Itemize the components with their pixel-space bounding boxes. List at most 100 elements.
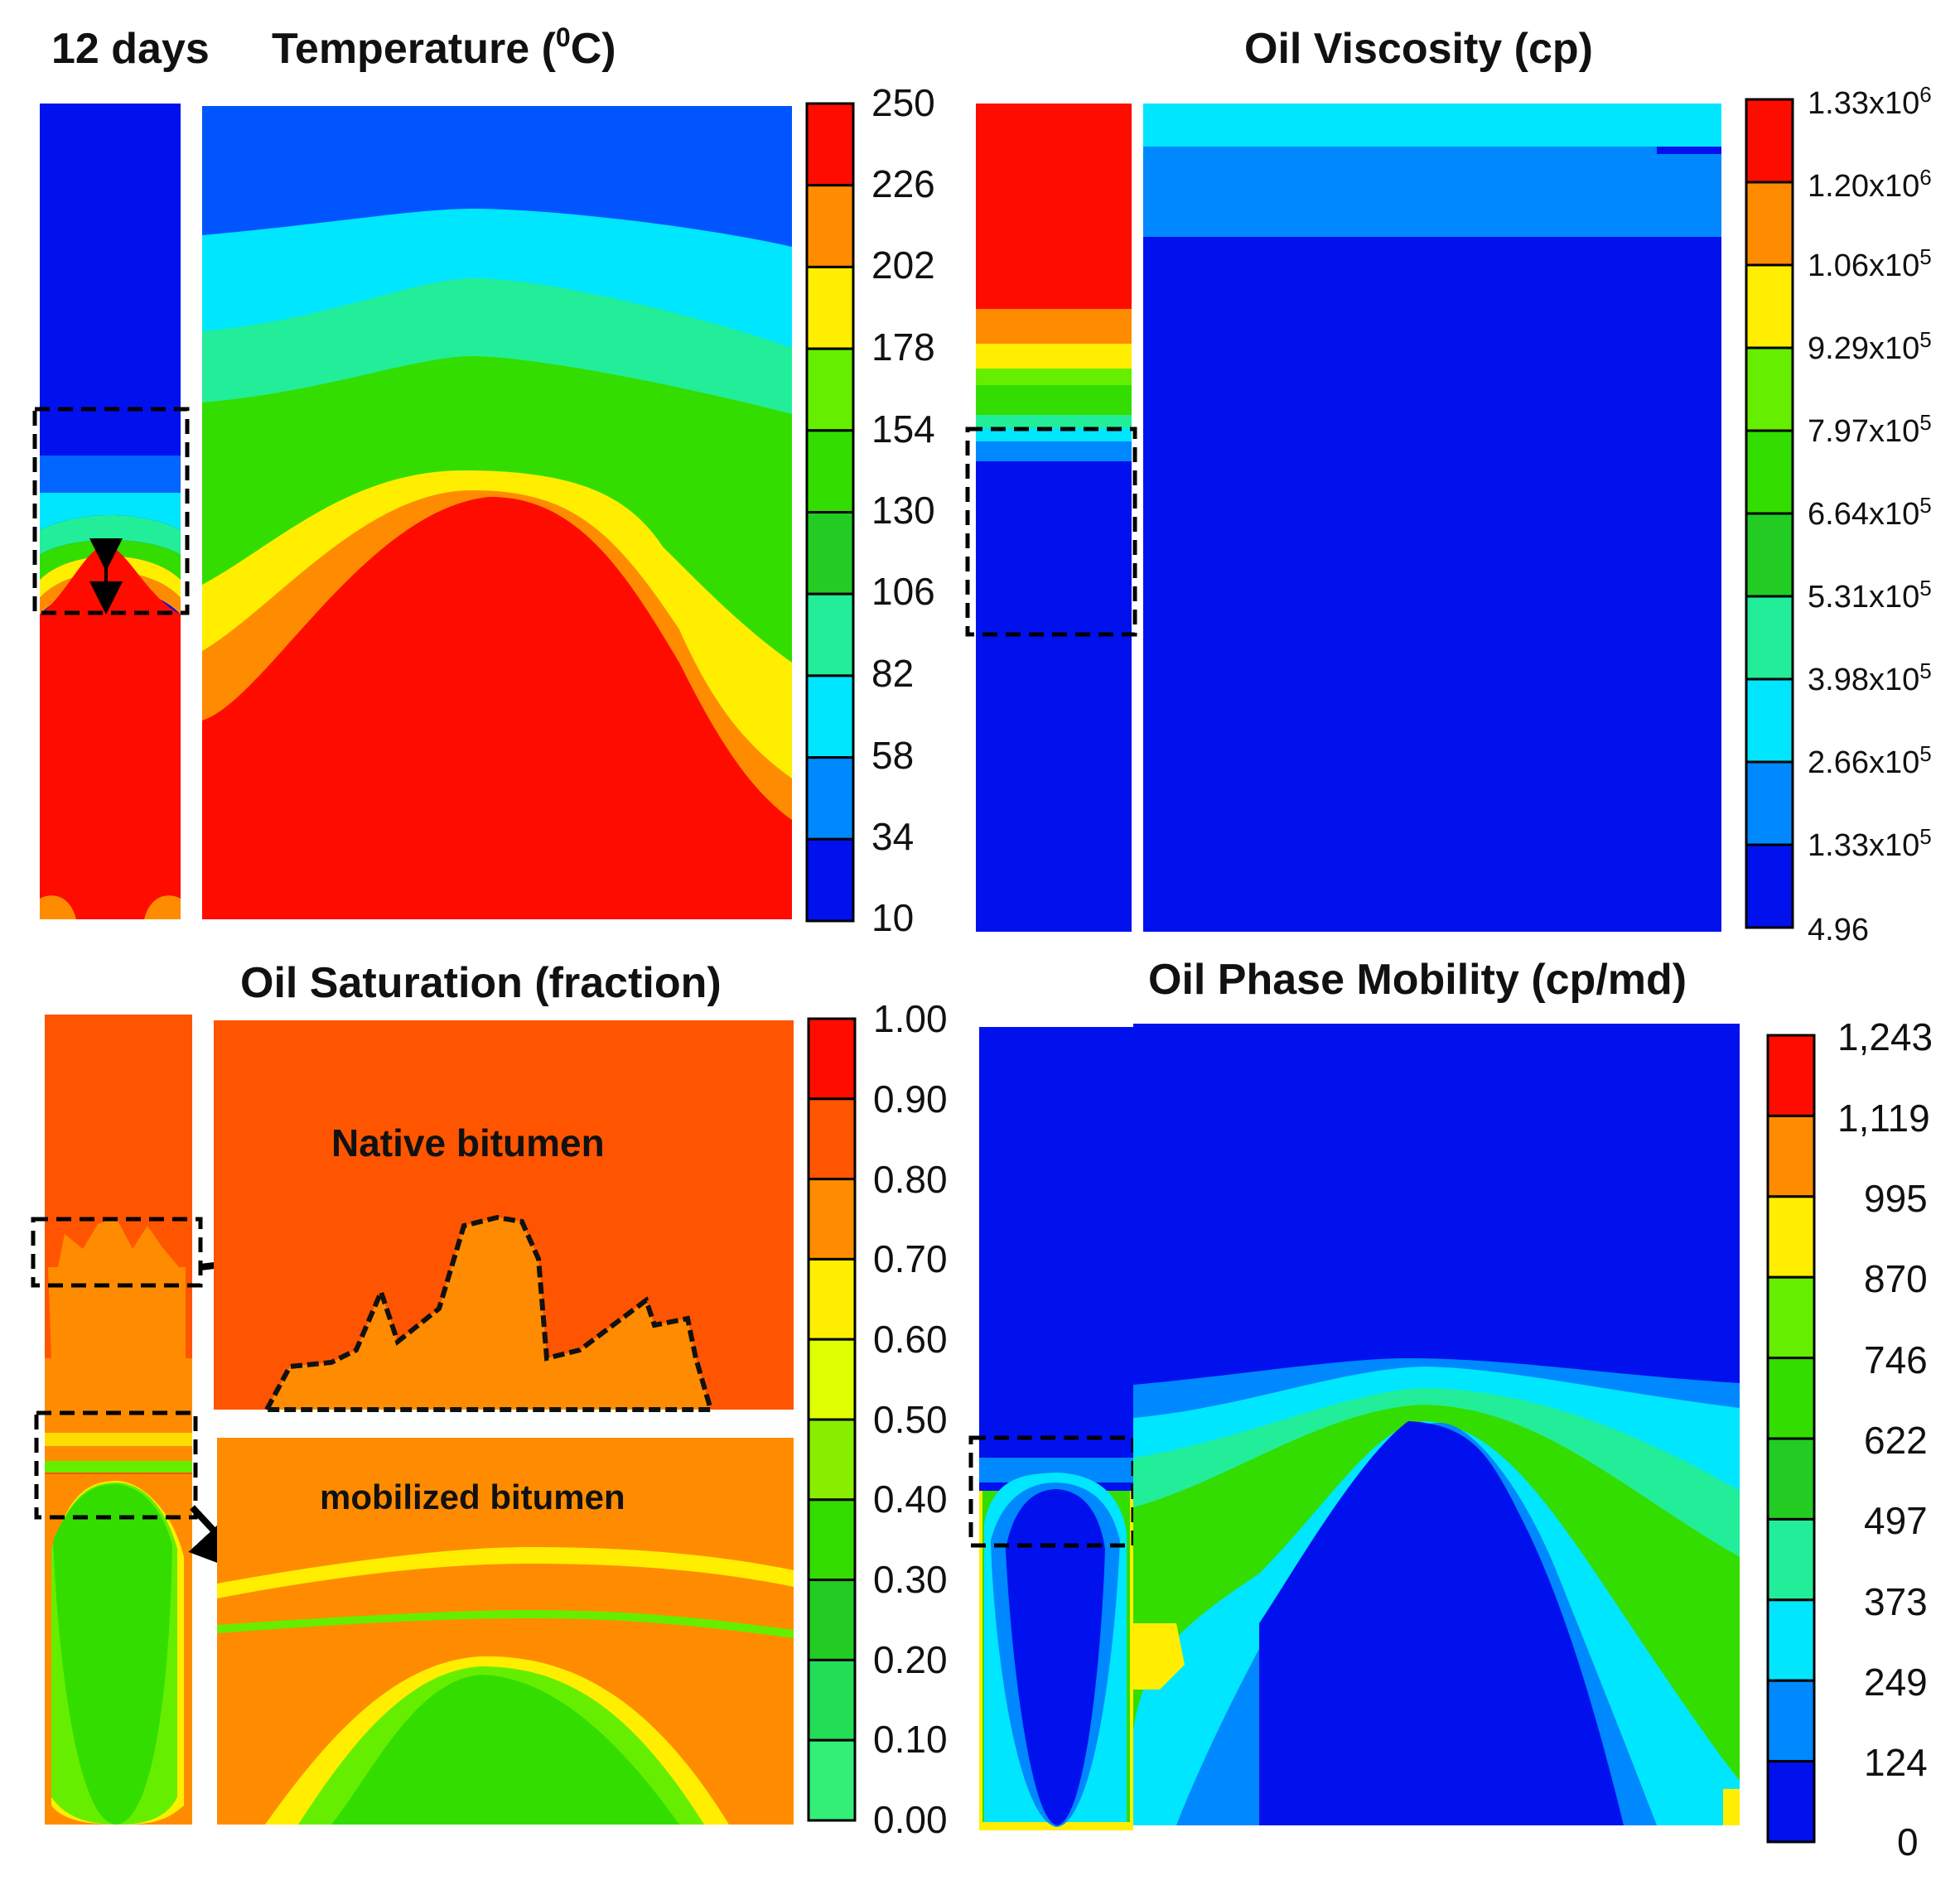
viscosity-overview-strip <box>965 104 1137 932</box>
mobility-colorbar-cell <box>1766 1195 1816 1279</box>
mobility-tick: 124 <box>1864 1741 1928 1784</box>
viscosity-colorbar-cell <box>1745 677 1794 764</box>
saturation-tick: 0.80 <box>873 1158 948 1201</box>
saturation-zoom-top: Native bitumen <box>214 1020 794 1412</box>
mobility-overview-strip <box>968 1027 1136 1830</box>
temperature-tick: 130 <box>871 489 935 532</box>
viscosity-panel: Oil Viscosity (cp) 1.33x106 1.20x106 <box>965 25 1932 947</box>
saturation-title: Oil Saturation (fraction) <box>240 959 722 1007</box>
temperature-panel: 12 days Temperature (0C) <box>32 22 935 939</box>
mobility-colorbar-cell <box>1766 1760 1816 1844</box>
viscosity-tick: 1.20x106 <box>1808 165 1932 204</box>
temperature-tick: 178 <box>871 325 935 369</box>
saturation-colorbar-cell <box>807 1178 857 1261</box>
temperature-tick: 226 <box>871 162 935 205</box>
viscosity-tick: 1.33x105 <box>1808 824 1932 863</box>
saturation-tick: 0.60 <box>873 1318 948 1361</box>
mobility-tick: 497 <box>1864 1499 1928 1542</box>
mobility-tick: 1,243 <box>1837 1015 1933 1058</box>
mobility-tick: 1,119 <box>1837 1097 1930 1140</box>
mobility-colorbar: 1,243 1,119 995 870 746 622 497 373 249 … <box>1766 1015 1933 1863</box>
saturation-tick: 1.00 <box>873 997 948 1040</box>
temperature-zoom-field <box>202 106 792 919</box>
mobility-zoom-field <box>1133 1024 1740 1825</box>
saturation-colorbar-cell <box>807 1658 857 1742</box>
viscosity-tick: 6.64x105 <box>1808 493 1932 532</box>
saturation-tick: 0.90 <box>873 1077 948 1121</box>
temperature-tick: 154 <box>871 407 935 451</box>
viscosity-tick: 7.97x105 <box>1808 410 1932 449</box>
viscosity-tick: 1.06x105 <box>1808 244 1932 283</box>
viscosity-colorbar: 1.33x106 1.20x106 1.06x105 9.29x105 7.97… <box>1745 82 1932 947</box>
viscosity-tick: 9.29x105 <box>1808 327 1932 366</box>
mobility-colorbar-cell <box>1766 1275 1816 1360</box>
mobility-tick: 373 <box>1864 1580 1928 1623</box>
saturation-colorbar-cell <box>807 1017 857 1101</box>
saturation-colorbar-cell <box>807 1338 857 1421</box>
temperature-colorbar: 250 226 202 178 154 130 106 82 58 34 10 <box>805 81 935 939</box>
mobility-colorbar-cell <box>1766 1517 1816 1602</box>
viscosity-colorbar-cell <box>1745 512 1794 598</box>
temperature-colorbar-cell <box>805 265 855 350</box>
temperature-tick: 10 <box>871 896 914 939</box>
temperature-tick: 202 <box>871 243 935 287</box>
zoom-box <box>965 427 1137 637</box>
saturation-colorbar-cell <box>807 1498 857 1582</box>
zoom-box <box>31 1217 203 1288</box>
temperature-tick: 106 <box>871 570 935 613</box>
viscosity-colorbar-cell <box>1745 263 1794 350</box>
viscosity-tick: 4.96 <box>1808 913 1869 947</box>
mobility-tick: 249 <box>1864 1661 1928 1704</box>
time-label: 12 days <box>51 25 210 73</box>
zoom-box <box>34 1410 198 1520</box>
mobility-tick: 0 <box>1897 1820 1919 1863</box>
temperature-overview-strip <box>32 104 190 919</box>
mobility-colorbar-cell <box>1766 1598 1816 1682</box>
temperature-tick: 58 <box>871 734 914 777</box>
saturation-colorbar: 1.00 0.90 0.80 0.70 0.60 0.50 0.40 0.30 … <box>807 997 948 1841</box>
temperature-colorbar-cell <box>805 429 855 513</box>
temperature-tick: 82 <box>871 652 914 695</box>
saturation-tick: 0.10 <box>873 1718 948 1761</box>
saturation-panel: Oil Saturation (fraction) Native bitumen <box>31 959 948 1841</box>
mobility-title: Oil Phase Mobility (cp/md) <box>1148 956 1687 1004</box>
mobilized-bitumen-label: mobilized bitumen <box>320 1478 625 1516</box>
temperature-colorbar-cell <box>805 837 855 923</box>
temperature-colorbar-cell <box>805 184 855 268</box>
temperature-colorbar-cell <box>805 511 855 595</box>
mobility-colorbar-cell <box>1766 1357 1816 1440</box>
saturation-tick: 0.00 <box>873 1798 948 1841</box>
mobility-tick: 995 <box>1864 1177 1928 1220</box>
viscosity-zoom-field <box>1143 104 1721 932</box>
saturation-colorbar-cell <box>807 1579 857 1661</box>
viscosity-tick: 1.33x106 <box>1808 82 1932 121</box>
viscosity-colorbar-cell <box>1745 595 1794 681</box>
temperature-colorbar-cell <box>805 674 855 759</box>
viscosity-colorbar-cell <box>1745 346 1794 432</box>
saturation-colorbar-cell <box>807 1257 857 1341</box>
mobility-colorbar-cell <box>1766 1679 1816 1763</box>
viscosity-colorbar-cell <box>1745 181 1794 267</box>
temperature-tick: 250 <box>871 81 935 124</box>
saturation-tick: 0.30 <box>873 1558 948 1601</box>
mobility-panel: Oil Phase Mobility (cp/md) <box>968 956 1933 1863</box>
mobility-colorbar-cell <box>1766 1437 1816 1521</box>
saturation-zoom-bottom: mobilized bitumen <box>217 1438 794 1825</box>
saturation-tick: 0.40 <box>873 1478 948 1521</box>
mobility-tick: 746 <box>1864 1338 1928 1381</box>
viscosity-colorbar-cell <box>1745 760 1794 846</box>
saturation-tick: 0.20 <box>873 1638 948 1681</box>
saturation-colorbar-cell <box>807 1097 857 1181</box>
viscosity-colorbar-cell <box>1745 843 1794 929</box>
temperature-colorbar-cell <box>805 347 855 432</box>
temperature-tick: 34 <box>871 815 914 858</box>
mobility-colorbar-cell <box>1766 1034 1816 1117</box>
viscosity-tick: 2.66x105 <box>1808 741 1932 780</box>
temperature-colorbar-cell <box>805 592 855 677</box>
temperature-colorbar-cell <box>805 102 855 187</box>
viscosity-title: Oil Viscosity (cp) <box>1244 25 1593 73</box>
native-bitumen-label: Native bitumen <box>331 1121 605 1164</box>
mobility-tick: 870 <box>1864 1257 1928 1300</box>
mobility-colorbar-cell <box>1766 1114 1816 1198</box>
